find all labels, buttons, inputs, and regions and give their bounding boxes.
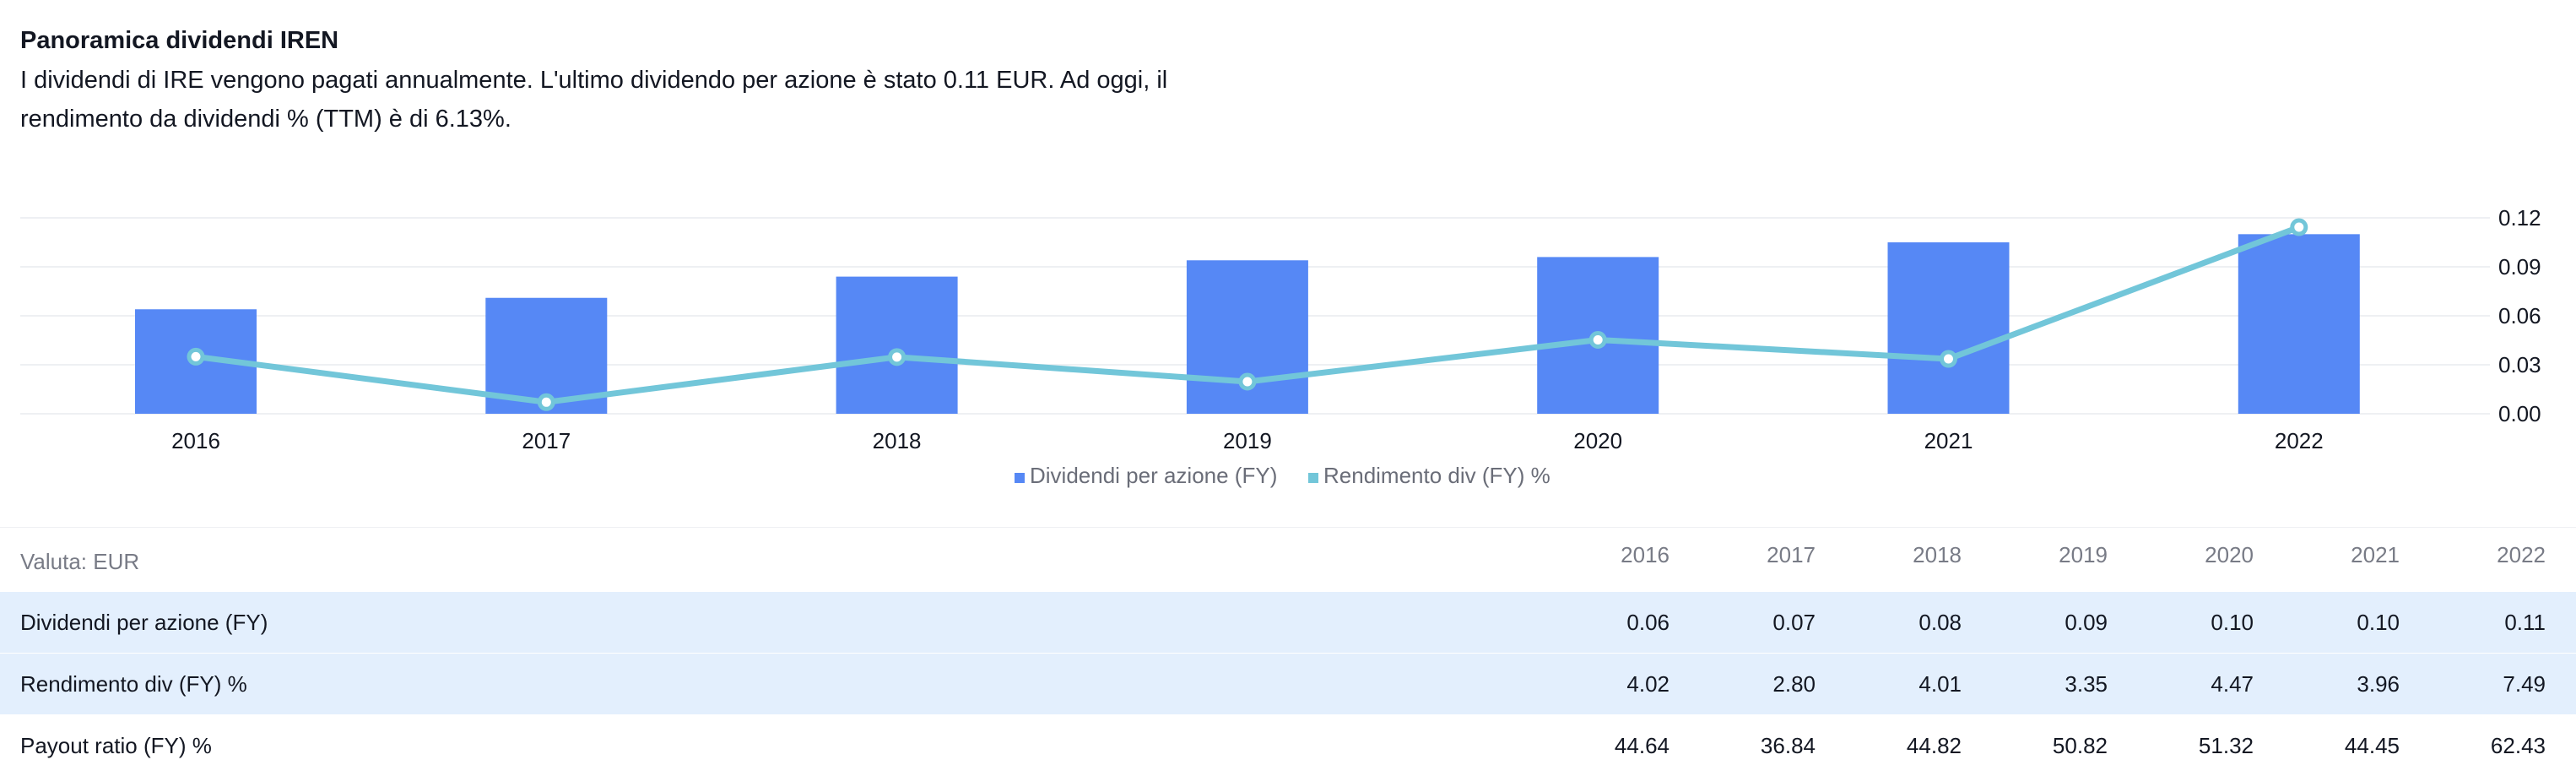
table-cell: 0.06 (1626, 610, 1670, 635)
row-label: Rendimento div (FY) % (20, 671, 247, 697)
yield-point (187, 347, 205, 366)
page-title: Panoramica dividendi IREN (20, 27, 339, 54)
y-tick-label: 0.09 (2498, 254, 2541, 279)
table-cell: 4.47 (2211, 671, 2254, 697)
y-tick-label: 0.03 (2498, 352, 2541, 377)
yield-point (1940, 350, 1957, 368)
table-row-yield: Rendimento div (FY) % 4.02 2.80 4.01 3.3… (0, 654, 2576, 715)
table-cell: 50.82 (2052, 733, 2108, 758)
yield-point (1238, 372, 1257, 391)
table-cell: 4.02 (1626, 671, 1670, 697)
legend-marker-yield (1308, 473, 1318, 483)
table-row-payout: Payout ratio (FY) % 44.64 36.84 44.82 50… (0, 715, 2576, 776)
legend-marker-dividends (1015, 473, 1025, 483)
year-header: 2019 (2059, 542, 2108, 567)
bar (1186, 260, 1308, 414)
table-cell: 7.49 (2503, 671, 2546, 697)
table-cell: 3.96 (2357, 671, 2400, 697)
table-cell: 4.01 (1918, 671, 1962, 697)
yield-point (1588, 331, 1607, 350)
y-tick-label: 0.06 (2498, 303, 2541, 328)
x-tick-label: 2019 (1223, 428, 1272, 453)
y-tick-label: 0.00 (2498, 401, 2541, 426)
row-label: Payout ratio (FY) % (20, 733, 212, 758)
year-header: 2020 (2205, 542, 2254, 567)
table-cell: 44.64 (1614, 733, 1670, 758)
table-cell: 0.10 (2357, 610, 2400, 635)
table-cell: 51.32 (2198, 733, 2254, 758)
table-cell: 0.10 (2211, 610, 2254, 635)
table-cell: 62.43 (2490, 733, 2546, 758)
x-tick-label: 2018 (873, 428, 922, 453)
dividend-chart: 0.12 0.09 0.06 0.03 0.00 2016 2017 2018 2019 2020… (20, 205, 2541, 488)
x-tick-label: 2021 (1924, 428, 1973, 453)
legend-label-dividends: Dividendi per azione (FY) (1030, 463, 1277, 488)
table-cell: 0.11 (2504, 610, 2546, 635)
overview-description: I dividendi di IRE vengono pagati annual… (20, 67, 1168, 133)
table-cell: 44.82 (1906, 733, 1962, 758)
yield-point (537, 393, 555, 411)
table-cell: 0.07 (1772, 610, 1816, 635)
table-cell: 36.84 (1760, 733, 1816, 758)
legend-label-yield: Rendimento div (FY) % (1323, 463, 1550, 488)
y-tick-label: 0.12 (2498, 205, 2541, 231)
table-cell: 2.80 (1772, 671, 1816, 697)
yield-point (888, 348, 906, 366)
year-header: 2018 (1913, 542, 1962, 567)
currency-label: Valuta: EUR (20, 549, 140, 574)
table-cell: 0.09 (2065, 610, 2108, 635)
bar (2238, 234, 2360, 414)
dividend-table: Valuta: EUR 2016 2017 2018 2019 2020 202… (0, 527, 2576, 776)
x-tick-label: 2020 (1573, 428, 1622, 453)
yield-point (2290, 218, 2308, 236)
table-row-dividends: Dividendi per azione (FY) 0.06 0.07 0.08… (0, 592, 2576, 654)
year-header: 2021 (2351, 542, 2400, 567)
year-header: 2016 (1621, 542, 1670, 567)
year-header: 2022 (2497, 542, 2546, 567)
x-tick-label: 2016 (171, 428, 220, 453)
x-tick-label: 2022 (2275, 428, 2324, 453)
overview-header: Panoramica dividendi IREN I dividendi di… (20, 24, 1253, 138)
row-label: Dividendi per azione (FY) (20, 610, 268, 635)
table-header-row: Valuta: EUR 2016 2017 2018 2019 2020 202… (0, 528, 2576, 592)
table-cell: 3.35 (2065, 671, 2108, 697)
table-cell: 44.45 (2344, 733, 2400, 758)
bar (836, 276, 958, 414)
table-cell: 0.08 (1918, 610, 1962, 635)
year-header: 2017 (1767, 542, 1816, 567)
x-tick-label: 2017 (522, 428, 571, 453)
bar (1887, 242, 2010, 414)
